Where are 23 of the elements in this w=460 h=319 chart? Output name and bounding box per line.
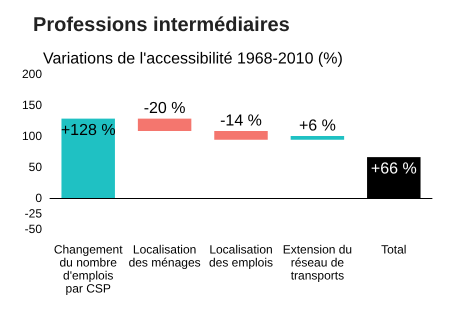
y-tick-label: -25 — [24, 206, 42, 220]
bar — [61, 118, 115, 198]
data-label: -20 % — [144, 100, 186, 118]
y-tick-label: 0 — [35, 191, 42, 205]
y-tick-label: 50 — [28, 160, 42, 174]
bar — [214, 131, 268, 140]
y-tick-label: -50 — [24, 222, 42, 236]
data-label: +6 % — [298, 118, 336, 134]
bar — [138, 118, 192, 132]
x-tick-label: Extension du réseau de transports — [282, 242, 352, 282]
chart-subtitle: Variations de l'accessibilité 1968-2010 (%) — [43, 50, 343, 68]
data-label: +66 % — [370, 160, 417, 178]
x-tick-label: Total — [381, 242, 406, 256]
x-tick-label: Localisation des ménages — [128, 242, 201, 270]
data-label: -14 % — [220, 112, 262, 130]
y-tick-label: 100 — [22, 129, 42, 143]
x-tick-label: Changement du nombre d'emplois par CSP — [54, 242, 124, 296]
data-label: +128 % — [60, 122, 116, 140]
y-tick-label: 200 — [22, 67, 42, 81]
bar — [290, 136, 344, 140]
chart-title: Professions intermédiaires — [33, 14, 290, 36]
x-tick-label: Localisation des emplois — [208, 242, 274, 270]
y-tick-label: 150 — [22, 98, 42, 112]
